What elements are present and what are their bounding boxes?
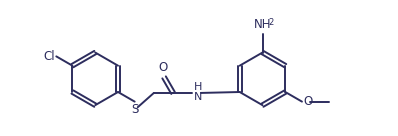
Text: NH: NH: [254, 18, 271, 31]
Text: O: O: [303, 95, 312, 108]
Text: H
N: H N: [193, 82, 202, 102]
Text: 2: 2: [269, 18, 274, 27]
Text: Cl: Cl: [43, 50, 55, 63]
Text: S: S: [131, 103, 139, 116]
Text: O: O: [159, 61, 168, 74]
